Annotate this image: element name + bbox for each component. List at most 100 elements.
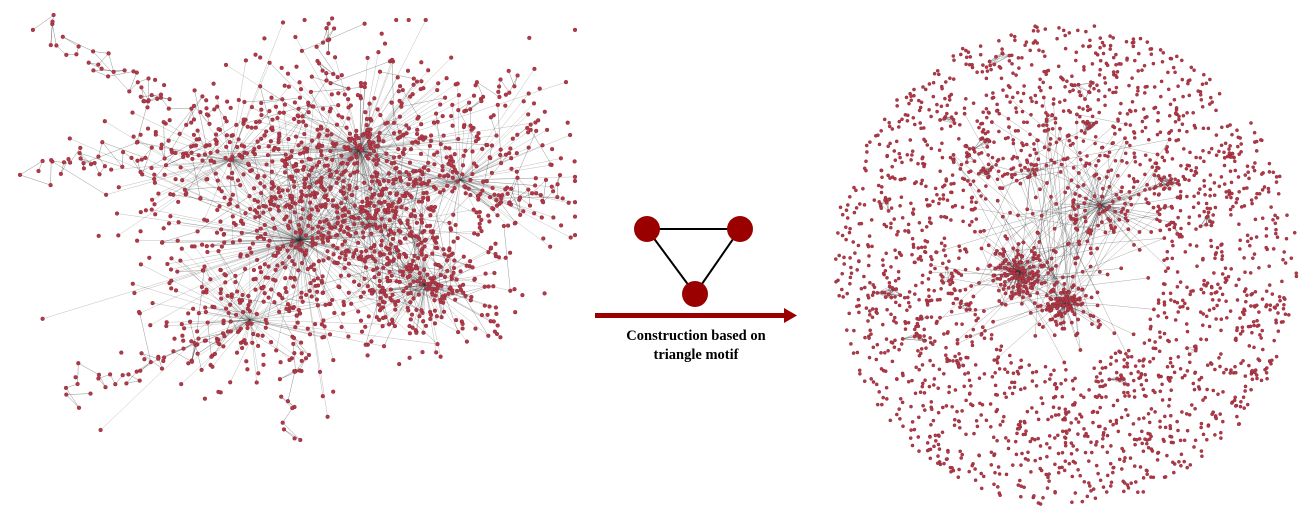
network-node bbox=[1229, 195, 1233, 200]
network-node bbox=[540, 200, 546, 205]
network-node bbox=[159, 146, 164, 151]
network-node bbox=[202, 396, 207, 401]
network-node bbox=[497, 84, 502, 89]
network-node bbox=[253, 125, 258, 130]
network-node bbox=[565, 120, 570, 125]
network-node bbox=[410, 140, 415, 145]
network-node bbox=[1191, 205, 1196, 210]
network-node bbox=[962, 384, 967, 389]
network-node bbox=[300, 114, 305, 119]
network-node bbox=[423, 237, 428, 242]
network-node bbox=[416, 255, 421, 261]
network-node bbox=[392, 300, 397, 305]
network-node bbox=[230, 240, 236, 245]
network-node bbox=[138, 94, 143, 99]
network-node bbox=[1220, 254, 1225, 258]
network-node bbox=[449, 113, 454, 119]
network-node bbox=[1179, 463, 1183, 468]
network-node bbox=[409, 312, 415, 317]
network-node bbox=[1228, 207, 1233, 212]
network-node bbox=[340, 213, 345, 219]
network-node bbox=[911, 116, 916, 120]
network-node bbox=[313, 283, 318, 288]
network-node bbox=[1023, 43, 1027, 48]
network-node bbox=[391, 181, 396, 186]
network-node bbox=[352, 161, 357, 166]
network-node bbox=[311, 278, 317, 283]
network-edge bbox=[368, 158, 410, 180]
network-node bbox=[388, 287, 393, 292]
network-edge bbox=[359, 149, 377, 211]
network-node bbox=[270, 117, 275, 122]
network-node bbox=[933, 186, 938, 191]
network-node bbox=[238, 252, 243, 257]
network-node bbox=[259, 191, 264, 196]
network-node bbox=[149, 207, 154, 212]
network-edge bbox=[359, 57, 452, 151]
network-edge bbox=[285, 154, 331, 175]
network-node bbox=[898, 396, 903, 401]
network-edge bbox=[449, 148, 461, 181]
network-edge bbox=[244, 99, 283, 103]
network-node bbox=[525, 130, 531, 135]
network-node bbox=[489, 170, 494, 175]
network-node bbox=[309, 207, 314, 212]
network-node bbox=[494, 133, 499, 138]
network-node bbox=[333, 233, 339, 238]
network-node bbox=[379, 238, 384, 243]
network-edge bbox=[455, 286, 489, 300]
network-node bbox=[469, 127, 474, 132]
network-node bbox=[148, 323, 153, 328]
network-node bbox=[1194, 155, 1198, 160]
network-node bbox=[521, 209, 526, 214]
network-node bbox=[223, 280, 228, 285]
network-node bbox=[1155, 132, 1160, 137]
network-node bbox=[1219, 243, 1223, 247]
network-node bbox=[300, 207, 305, 212]
network-node bbox=[288, 219, 293, 224]
network-node bbox=[378, 224, 383, 229]
network-node bbox=[1211, 388, 1216, 393]
network-node bbox=[1188, 463, 1193, 467]
network-node bbox=[881, 263, 885, 268]
network-node bbox=[1222, 370, 1226, 375]
network-edge bbox=[170, 215, 301, 241]
network-node bbox=[51, 12, 56, 18]
network-node bbox=[1169, 128, 1174, 133]
network-edge bbox=[424, 256, 449, 286]
network-node bbox=[479, 313, 484, 318]
network-node bbox=[341, 185, 346, 190]
network-node bbox=[863, 285, 867, 290]
network-node bbox=[158, 92, 164, 97]
network-node bbox=[973, 467, 977, 471]
network-edge bbox=[342, 173, 390, 211]
network-node bbox=[488, 156, 493, 161]
network-node bbox=[353, 230, 359, 235]
network-node bbox=[288, 305, 293, 310]
network-node bbox=[258, 181, 263, 186]
network-node bbox=[1083, 450, 1088, 455]
network-node bbox=[308, 89, 314, 94]
network-node bbox=[1114, 358, 1119, 363]
network-node bbox=[235, 329, 240, 335]
network-node bbox=[231, 220, 236, 226]
network-node bbox=[256, 371, 261, 376]
network-node bbox=[1176, 428, 1180, 433]
network-node bbox=[153, 77, 158, 82]
network-node bbox=[384, 293, 389, 299]
network-node bbox=[179, 382, 184, 387]
network-node bbox=[397, 129, 402, 134]
network-node bbox=[1039, 396, 1044, 400]
network-edge bbox=[260, 192, 313, 229]
network-node bbox=[192, 88, 197, 93]
network-node bbox=[415, 116, 420, 121]
network-edge bbox=[204, 149, 361, 155]
network-node bbox=[356, 215, 361, 220]
network-edge bbox=[451, 276, 489, 336]
network-node bbox=[1252, 345, 1256, 350]
network-node bbox=[314, 180, 319, 185]
network-edge bbox=[459, 164, 552, 181]
network-node bbox=[88, 162, 94, 167]
network-node bbox=[864, 143, 869, 148]
network-edge bbox=[424, 248, 491, 286]
